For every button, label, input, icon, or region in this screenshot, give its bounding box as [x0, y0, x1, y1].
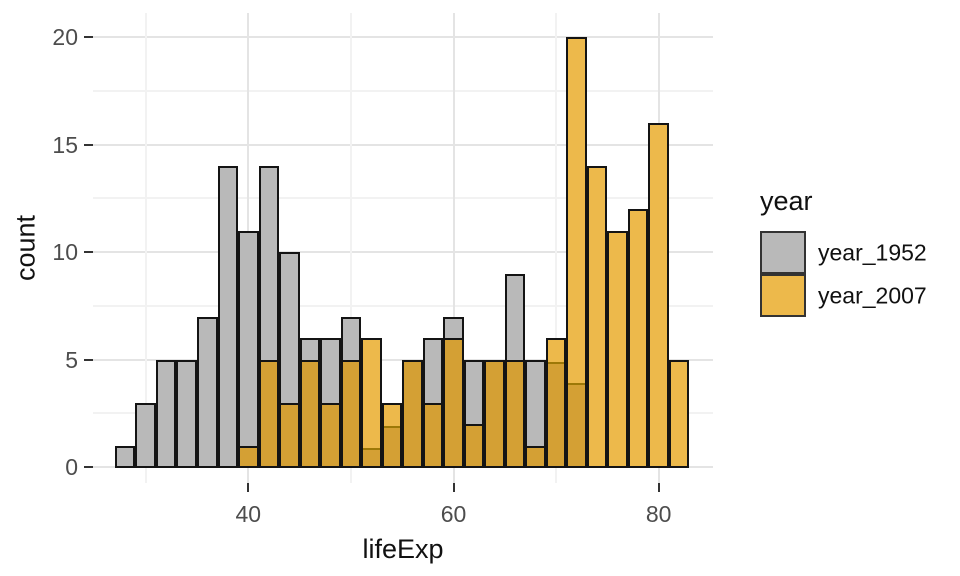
legend-label-2007: year_2007	[818, 282, 927, 308]
gridline-x-minor	[555, 13, 558, 483]
y-axis-tick	[84, 466, 93, 468]
y-tick-label: 0	[65, 454, 78, 480]
legend-swatch-1952	[760, 231, 806, 274]
bar-segment-2007-only	[568, 39, 585, 383]
histogram-bar-1952	[197, 316, 218, 468]
histogram-bar-2007	[586, 166, 608, 468]
histogram-bar-2007	[320, 402, 341, 468]
histogram-bar-2007	[299, 359, 321, 468]
histogram-bar-2007	[504, 359, 526, 468]
histogram-bar-2007	[258, 359, 280, 468]
y-axis-tick	[84, 36, 93, 38]
x-axis-tick	[452, 483, 455, 492]
histogram-bar-1952	[238, 230, 259, 468]
bar-segment-overlap	[363, 447, 380, 466]
histogram-bar-2007	[566, 37, 587, 468]
bar-segment-2007-only	[363, 340, 380, 448]
histogram-bar-2007	[381, 402, 403, 468]
histogram-bar-2007	[525, 445, 546, 468]
x-axis-tick	[657, 483, 660, 492]
y-tick-label: 15	[52, 131, 78, 158]
histogram-bar-2007	[648, 123, 669, 468]
histogram-bar-2007	[238, 445, 259, 468]
histogram-bar-2007	[340, 359, 362, 468]
x-tick-label: 40	[235, 501, 262, 527]
histogram-bar-2007	[484, 359, 505, 468]
gridline-y-minor	[93, 89, 713, 92]
gridline-y-minor	[93, 197, 713, 200]
histogram-bar-2007	[279, 402, 300, 468]
legend-item-2007: year_2007	[758, 274, 927, 317]
x-tick-label: 80	[645, 501, 672, 527]
y-tick-label: 10	[52, 239, 78, 265]
legend-title: year	[760, 186, 813, 216]
bar-segment-overlap	[383, 426, 401, 466]
legend-item-1952: year_1952	[758, 231, 927, 274]
histogram-bar-1952	[217, 166, 239, 468]
histogram-bar-1952	[176, 359, 197, 468]
y-axis-tick	[84, 358, 93, 361]
histogram-bar-2007	[463, 424, 485, 468]
histogram-bar-1952	[155, 359, 177, 468]
y-tick-label: 5	[65, 346, 78, 373]
x-axis-tick	[247, 483, 250, 492]
bar-segment-overlap	[547, 361, 565, 466]
y-tick-label: 20	[52, 24, 78, 50]
histogram-bar-1952	[114, 445, 136, 468]
histogram-bar-2007	[627, 209, 649, 468]
y-axis-tick	[84, 251, 93, 253]
legend-label-1952: year_1952	[818, 239, 927, 265]
gridline-y-minor	[93, 304, 713, 307]
histogram-bar-2007	[422, 402, 444, 468]
histogram-bar-2007	[668, 359, 690, 468]
y-axis-tick	[84, 143, 93, 146]
histogram-bar-2007	[361, 338, 382, 468]
x-axis-title: lifeExp	[362, 534, 444, 564]
histogram-bar-2007	[443, 338, 464, 468]
gridline-y-major	[93, 251, 713, 253]
gridline-y-major	[93, 36, 713, 38]
gridline-x-major	[452, 13, 455, 483]
gridline-x-minor	[349, 13, 352, 483]
histogram-bar-2007	[607, 230, 628, 468]
y-axis-title: count	[10, 214, 41, 282]
histogram-bar-1952	[135, 402, 156, 468]
gridline-x-minor	[144, 13, 147, 483]
bar-segment-overlap	[568, 383, 585, 466]
gridline-y-major	[93, 143, 713, 146]
bar-segment-2007-only	[547, 340, 565, 362]
legend-swatch-2007	[760, 274, 806, 317]
legend: year year_1952 year_2007	[758, 186, 927, 317]
histogram-bar-2007	[402, 359, 423, 468]
bar-segment-2007-only	[383, 404, 401, 426]
histogram-bar-2007	[545, 338, 567, 468]
x-tick-label: 60	[440, 501, 467, 527]
